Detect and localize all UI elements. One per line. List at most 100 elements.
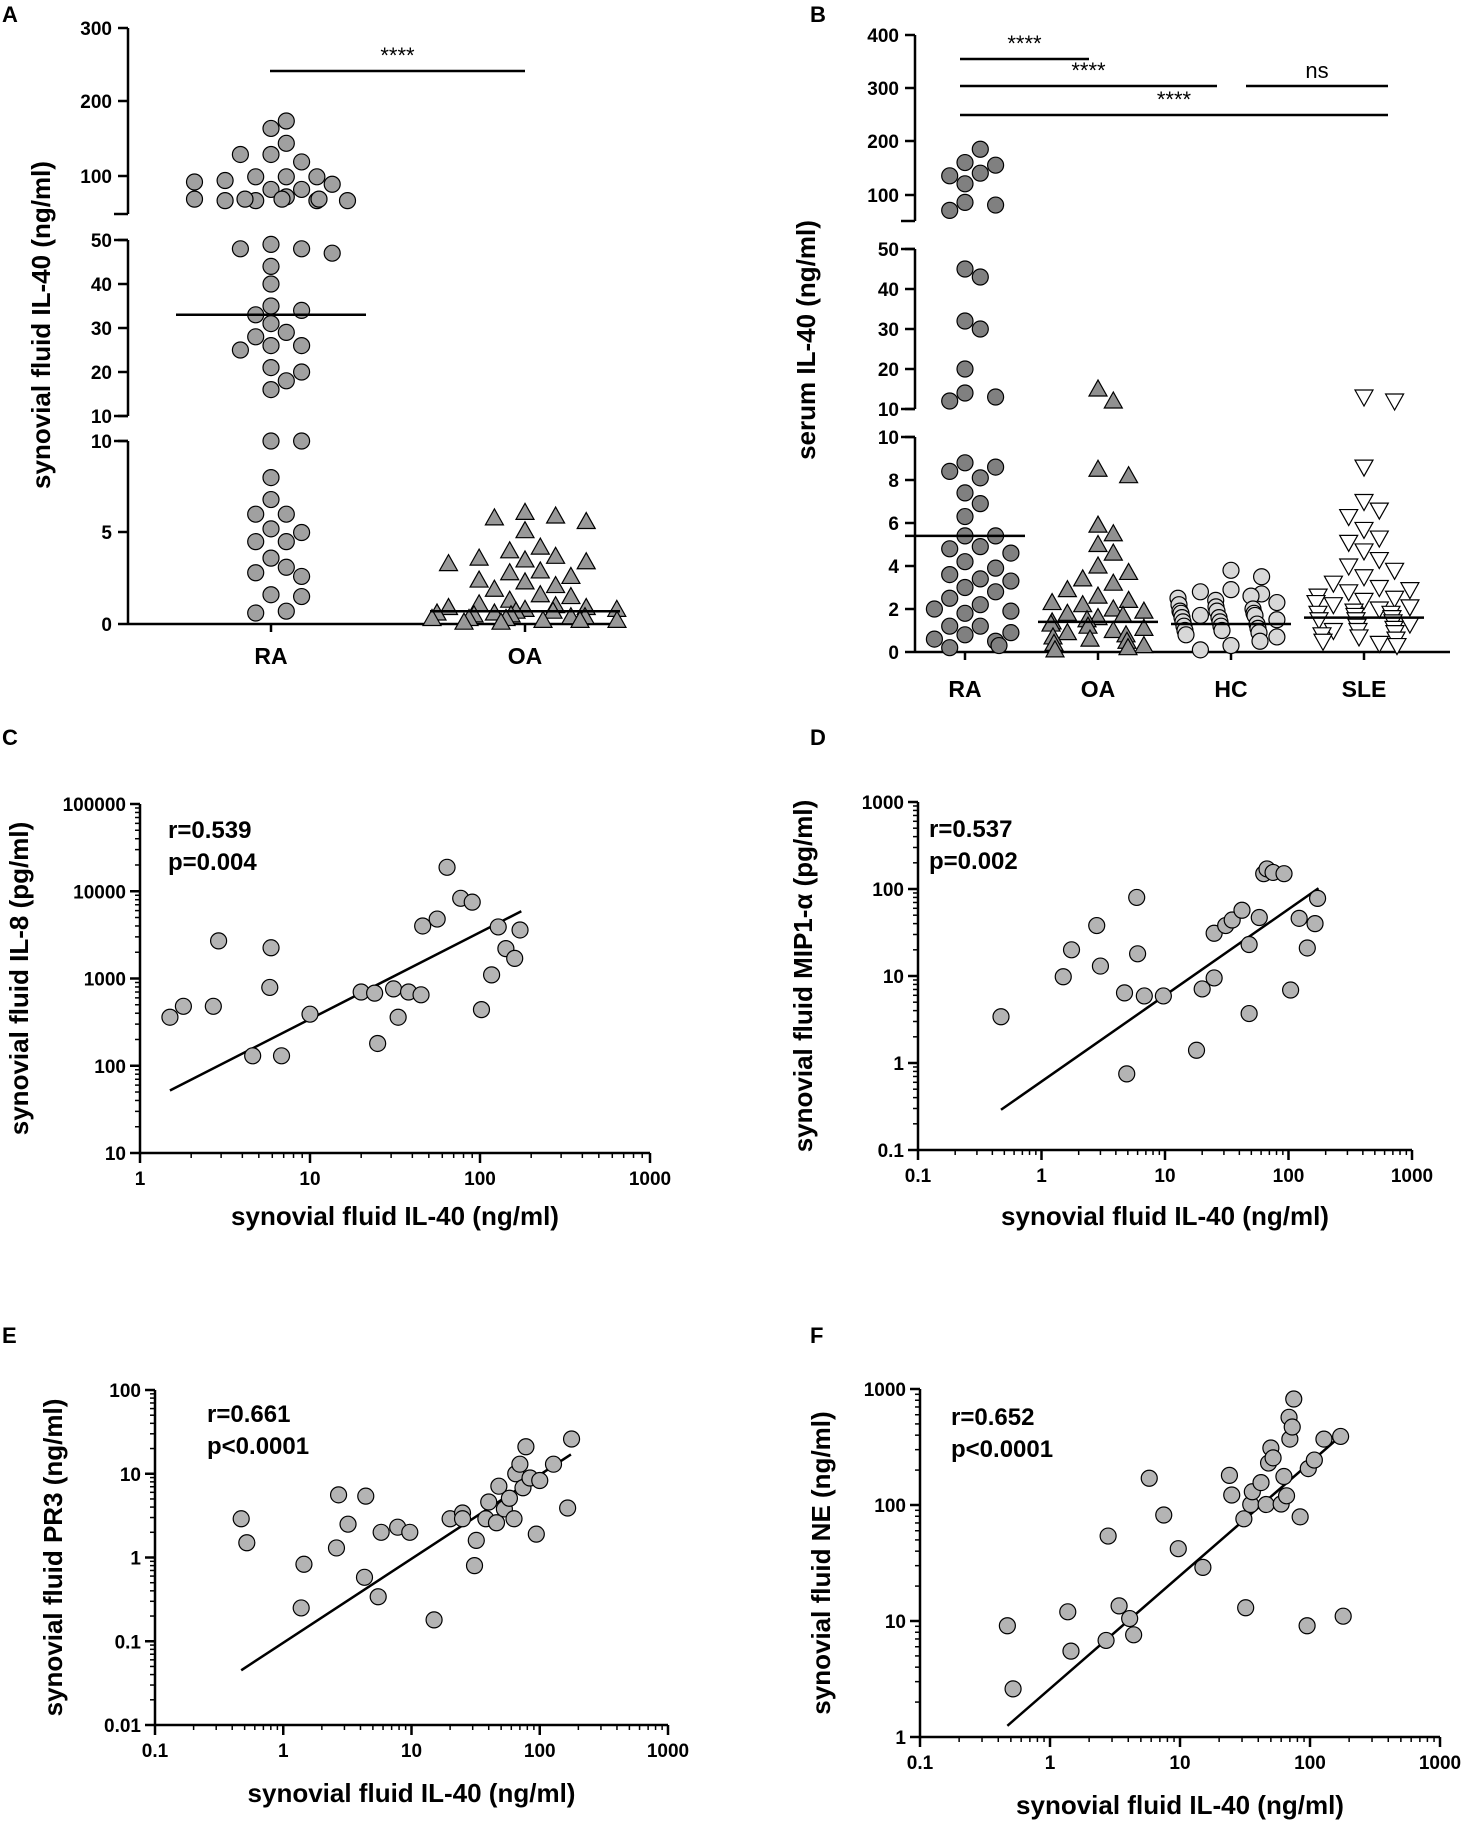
data-point-ra <box>293 337 311 355</box>
y-tick-label: 8 <box>888 471 899 492</box>
data-point-ra <box>247 328 265 346</box>
y-tick-label: 1000 <box>862 793 904 814</box>
data-point-ra <box>277 602 295 620</box>
data-point-ra <box>925 600 944 618</box>
y-tick-label: 10 <box>91 432 112 453</box>
data-point <box>1282 981 1300 999</box>
data-point <box>174 997 192 1015</box>
data-point-ra <box>262 359 280 377</box>
data-point-oa <box>560 586 581 605</box>
regression-line <box>169 910 522 1092</box>
x-tick-label: 1 <box>1036 1166 1047 1187</box>
y-tick-label: 50 <box>878 240 899 261</box>
data-point-ra <box>231 145 249 164</box>
stat-r: r=0.537 <box>929 816 1012 843</box>
data-point-ra <box>986 196 1005 214</box>
data-point-oa <box>1103 598 1124 617</box>
data-point <box>1140 1469 1158 1487</box>
data-point <box>467 1531 485 1550</box>
data-point <box>1257 1495 1275 1514</box>
y-tick-label: 0 <box>101 615 112 636</box>
data-point <box>412 986 430 1004</box>
data-point-oa <box>499 562 520 581</box>
data-point <box>1154 987 1172 1005</box>
data-point-ra <box>986 583 1005 601</box>
data-point-sle <box>1353 459 1375 478</box>
data-point-ra <box>277 134 295 152</box>
y-tick-label: 100 <box>874 1496 906 1517</box>
data-point <box>489 918 507 936</box>
x-tick-label: 0.1 <box>142 1741 169 1762</box>
significance-label: **** <box>1007 31 1042 56</box>
data-point <box>327 1539 346 1557</box>
data-point <box>295 1555 313 1573</box>
data-point-sle <box>1384 562 1405 581</box>
x-tick-label-oa: OA <box>1081 676 1116 702</box>
data-point-oa <box>1087 585 1109 604</box>
x-tick-label: 1 <box>1045 1753 1056 1774</box>
data-point-ra <box>1002 572 1020 590</box>
data-point-sle <box>1338 584 1359 603</box>
data-point <box>1088 916 1106 935</box>
x-tick-label: 0.1 <box>905 1166 932 1187</box>
y-tick-label: 1 <box>130 1549 141 1570</box>
y-tick-label: 1000 <box>84 970 126 991</box>
data-point-ra <box>247 533 265 551</box>
x-tick-label: 1000 <box>1391 1166 1433 1187</box>
significance-label: **** <box>1157 87 1192 112</box>
data-point-ra <box>293 363 311 381</box>
data-point-ra <box>971 320 989 338</box>
data-point <box>1059 1603 1077 1621</box>
data-point-oa <box>1057 622 1078 641</box>
data-point-ra <box>925 630 944 648</box>
data-point-ra <box>956 507 974 526</box>
data-point <box>428 910 446 928</box>
data-point-ra <box>990 636 1008 655</box>
data-point <box>232 1510 250 1528</box>
data-point <box>1115 984 1134 1002</box>
data-point-hc <box>1191 606 1210 625</box>
data-point-oa <box>1044 639 1066 658</box>
data-point-sle <box>1305 594 1327 613</box>
data-point-oa <box>1087 514 1109 533</box>
data-point-ra <box>956 604 974 622</box>
y-tick-label: 10 <box>883 967 904 988</box>
y-axis-label: synovial fluid MIP1-α (pg/ml) <box>788 800 818 1153</box>
y-tick-label: 6 <box>888 514 899 535</box>
data-point-sle <box>1323 575 1344 594</box>
data-point-ra <box>971 570 989 588</box>
data-point-ra <box>262 315 280 333</box>
x-tick-label-hc: HC <box>1214 676 1247 702</box>
data-point <box>480 1493 498 1511</box>
data-point-oa <box>1087 555 1109 574</box>
data-point-hc <box>1191 583 1210 601</box>
x-tick-label: 1 <box>278 1741 289 1762</box>
x-tick-label: 100 <box>1294 1753 1326 1774</box>
y-tick-label: 100000 <box>63 795 126 816</box>
data-point-sle <box>1353 389 1375 408</box>
data-point <box>301 1005 319 1023</box>
data-point-oa <box>1117 637 1139 656</box>
data-point-sle <box>1369 579 1390 598</box>
x-tick-label: 1000 <box>629 1169 671 1190</box>
data-point-sle <box>1384 590 1405 609</box>
data-point-sle <box>1386 637 1408 656</box>
panel-label-c: C <box>2 725 18 750</box>
y-axis-label: synovial fluid PR3 (ng/ml) <box>38 1399 68 1717</box>
y-tick-label: 10 <box>878 428 899 449</box>
data-point-ra <box>971 538 989 556</box>
data-point <box>1155 1506 1173 1524</box>
stat-p: p=0.002 <box>929 848 1018 875</box>
data-point-ra <box>293 432 311 450</box>
data-point <box>262 939 280 957</box>
data-point <box>1250 908 1268 927</box>
data-point-ra <box>956 193 974 211</box>
data-point-sle <box>1353 569 1375 587</box>
data-point-oa <box>545 546 566 564</box>
data-point-ra <box>971 596 989 614</box>
data-point <box>1315 1430 1333 1448</box>
y-tick-label: 10 <box>885 1612 906 1633</box>
data-point-ra <box>277 168 295 186</box>
data-point-hc <box>1213 621 1231 640</box>
x-tick-label: 1000 <box>647 1741 689 1762</box>
